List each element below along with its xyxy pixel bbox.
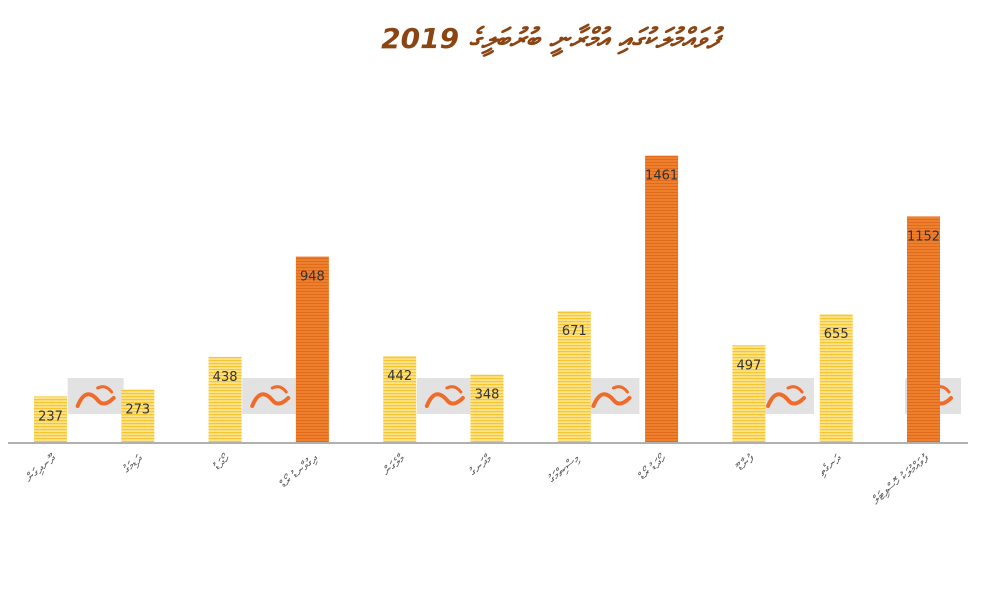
bar-value-label: 273 — [125, 402, 150, 417]
logo-swoosh — [591, 392, 632, 408]
bar-2 — [121, 389, 155, 443]
bar-value-label: 1152 — [907, 229, 940, 244]
brand-mark-icon — [583, 378, 640, 414]
bar-value-label: 348 — [475, 388, 500, 403]
bar-9 — [732, 345, 766, 443]
bar-value-label: 1461 — [645, 169, 678, 184]
logo-swoosh — [424, 392, 465, 408]
bar-4 — [295, 256, 329, 443]
bar-value-label: 438 — [213, 370, 238, 385]
logo-swoosh — [75, 392, 116, 408]
bar-value-label: 948 — [300, 270, 325, 285]
bar-value-label: 497 — [736, 358, 761, 373]
bar-layer — [34, 155, 940, 444]
bar-7 — [557, 311, 591, 443]
bar-11 — [907, 216, 940, 443]
logo-swoosh — [766, 392, 807, 408]
category-label: ދޫނދިގަން — [22, 451, 59, 485]
logo-stroke — [96, 385, 114, 394]
category-label: ދިގުވާނޑު ރޯޑް — [277, 451, 321, 491]
brand-mark-icon — [242, 378, 299, 414]
logo-layer — [67, 378, 961, 414]
category-label: ފުނާޑޫ — [733, 451, 757, 475]
category-label: މާދަނގު — [466, 451, 495, 478]
brand-mark-icon — [67, 378, 124, 414]
bar-10 — [819, 314, 853, 443]
category-label: ހޯދަޑު — [210, 451, 233, 473]
value-label-layer: 237 273 438 948 442 348 671 1461 497 655 1152 — [38, 169, 940, 425]
bar-6 — [470, 374, 504, 443]
logo-swoosh — [250, 392, 291, 408]
category-label-layer: ދޫނދިގަން ދަޑިމަގު ހޯދަޑު ދިގުވާނޑު ރޯޑް މާލ… — [22, 451, 932, 508]
bar-8 — [645, 155, 679, 444]
bar-value-label: 671 — [562, 324, 587, 339]
logo-stroke — [786, 385, 804, 394]
category-label: ފުވައްމުލަކު ހޮސްޕިޓަލް — [869, 451, 932, 507]
logo-stroke — [445, 385, 463, 394]
category-label: މާލެގަން — [380, 451, 409, 478]
bar-5 — [383, 356, 417, 443]
bar-3 — [208, 356, 242, 443]
chart-title: ފުވައްމުލަކުގައި އުމްރާނީ ބުރުބަލީގެ 201… — [381, 22, 719, 55]
logo-stroke — [611, 385, 629, 394]
logo-stroke — [270, 385, 288, 394]
bar-1 — [34, 396, 67, 443]
category-label: މިސްކިތްމަގު — [545, 451, 583, 486]
brand-mark-icon — [758, 378, 815, 414]
category-label: ދަޑިމަގު — [120, 451, 146, 476]
category-label: ދަނގެތި — [815, 451, 845, 479]
brand-mark-icon — [416, 378, 473, 414]
category-label: ހޯދަޑު ރޯޑް — [636, 451, 670, 483]
bar-value-label: 237 — [38, 409, 63, 424]
bar-value-label: 655 — [824, 327, 849, 342]
bar-value-label: 442 — [387, 369, 412, 384]
